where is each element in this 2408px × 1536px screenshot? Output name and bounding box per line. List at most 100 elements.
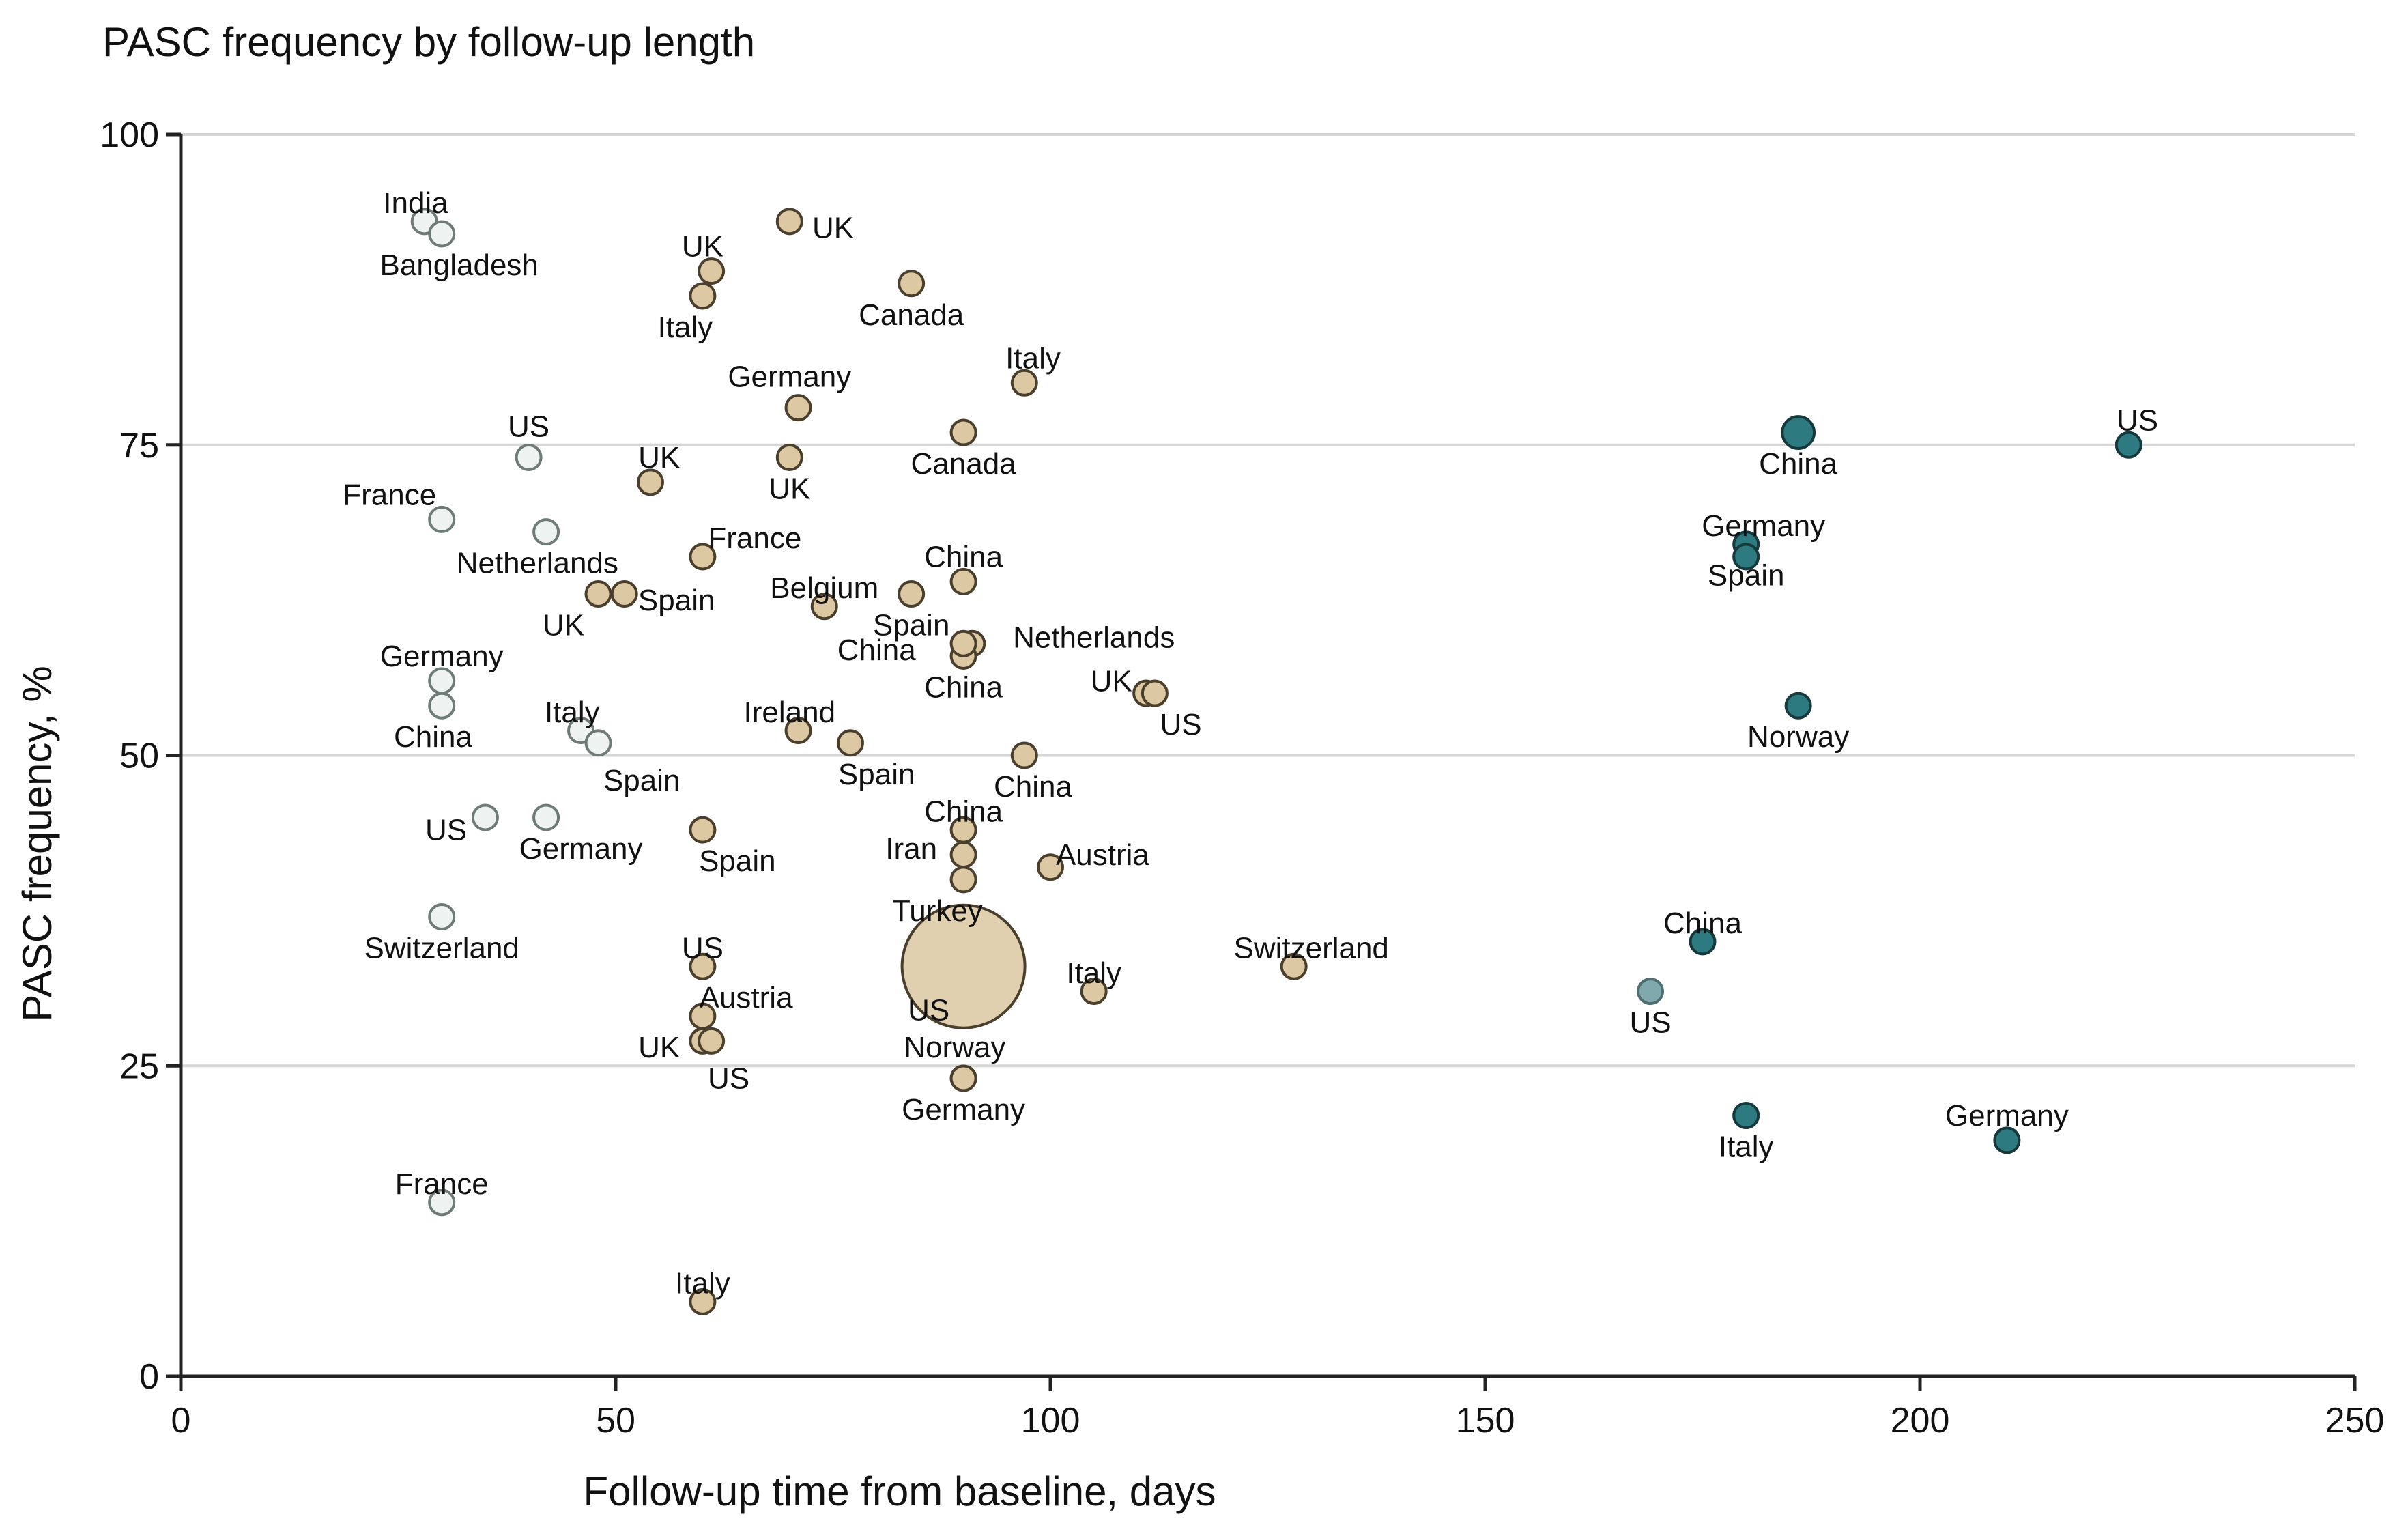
- point-label: UK: [682, 230, 723, 264]
- point-labels: India Bangladesh US France Netherlands German…: [343, 186, 2158, 1300]
- data-point: [689, 1288, 717, 1315]
- point-label: Spain: [638, 584, 715, 617]
- data-point: [1993, 1126, 2021, 1154]
- data-point: [428, 902, 456, 930]
- x-tick-label: 0: [171, 1401, 191, 1440]
- data-point: [636, 468, 664, 496]
- point-label: Spain: [699, 844, 776, 878]
- data-point: [784, 717, 812, 745]
- point-label: US: [908, 993, 949, 1027]
- data-point: [1037, 853, 1064, 881]
- data-point: [949, 866, 977, 894]
- point-label: Italy: [545, 696, 600, 729]
- data-point: [898, 580, 926, 608]
- data-point: [949, 1064, 977, 1092]
- data-point: [1781, 415, 1816, 450]
- point-label: UK: [543, 609, 584, 642]
- y-axis-title: PASC frequency, %: [14, 666, 60, 1021]
- point-label: Spain: [873, 609, 950, 642]
- data-point: [689, 952, 717, 980]
- data-point: [784, 394, 812, 422]
- data-point: [584, 729, 612, 757]
- point-label: Germany: [519, 832, 643, 866]
- data-point: [1732, 543, 1760, 571]
- point-label: Belgium: [770, 571, 878, 605]
- point-label: China: [994, 770, 1072, 803]
- point-label: Iran: [885, 832, 937, 866]
- axes: 0 25 50 75 100 0 50 100 150 200 250: [100, 115, 2384, 1440]
- point-label: Netherlands: [457, 547, 618, 580]
- point-label: China: [924, 795, 1003, 828]
- point-label: UK: [638, 441, 680, 474]
- point-label: Italy: [658, 311, 713, 344]
- point-label: Germany: [902, 1093, 1025, 1126]
- point-label: Italy: [675, 1267, 730, 1300]
- data-point: [1280, 952, 1308, 980]
- x-axis-title: Follow-up time from baseline, days: [583, 1468, 1216, 1514]
- point-label: Norway: [1747, 720, 1849, 754]
- data-point: [515, 443, 543, 471]
- data-point: [2115, 431, 2142, 459]
- data-point: [532, 518, 560, 546]
- data-point: [1010, 741, 1038, 769]
- point-label: US: [2117, 403, 2158, 437]
- data-point: [949, 567, 977, 595]
- data-point: [1141, 679, 1169, 707]
- point-label: Austria: [700, 981, 793, 1014]
- point-label: France: [708, 522, 801, 555]
- data-point: [1732, 1102, 1760, 1130]
- y-tick-label: 75: [119, 426, 159, 466]
- data-point: [698, 257, 726, 285]
- point-label: US: [1160, 708, 1202, 741]
- data-point: [689, 282, 717, 310]
- point-label: Italy: [1719, 1130, 1774, 1163]
- data-point: [428, 220, 456, 248]
- data-point: [428, 505, 456, 533]
- point-label: Canada: [859, 298, 964, 332]
- point-label: Turkey: [892, 894, 983, 928]
- data-point: [949, 418, 977, 446]
- y-tick-label: 100: [100, 115, 159, 155]
- data-points: [410, 208, 2142, 1315]
- x-tick-label: 150: [1456, 1401, 1515, 1440]
- data-point: [836, 729, 864, 757]
- x-tick-label: 50: [596, 1401, 635, 1440]
- chart-title: PASC frequency by follow-up length: [102, 19, 755, 65]
- point-label: France: [395, 1167, 489, 1201]
- x-tick-label: 200: [1891, 1401, 1950, 1440]
- point-label: Germany: [1702, 509, 1825, 543]
- x-tick-label: 100: [1021, 1401, 1080, 1440]
- data-point: [810, 593, 838, 621]
- point-label: UK: [769, 472, 810, 505]
- point-label: US: [708, 1062, 749, 1095]
- data-point: [898, 270, 926, 298]
- data-point: [698, 1027, 726, 1055]
- data-point: [1010, 369, 1038, 397]
- data-point: [584, 580, 612, 608]
- data-point: [532, 803, 560, 831]
- point-label: Bangladesh: [379, 248, 538, 282]
- point-label: Spain: [1708, 559, 1785, 593]
- data-point: [1689, 928, 1717, 956]
- point-label: Italy: [1005, 341, 1061, 375]
- point-label: US: [508, 410, 549, 443]
- data-point: [689, 816, 717, 844]
- point-label: US: [1629, 1006, 1671, 1040]
- point-label: Austria: [1056, 838, 1149, 872]
- point-label: US: [425, 814, 467, 847]
- point-label: UK: [812, 211, 854, 244]
- x-tick-label: 250: [2325, 1401, 2385, 1440]
- point-label: US: [682, 931, 723, 965]
- data-point: [949, 841, 977, 869]
- data-point: [689, 543, 717, 571]
- point-label: Netherlands: [1013, 621, 1175, 655]
- data-point: [610, 580, 638, 608]
- data-point: [775, 208, 803, 236]
- point-label: Ireland: [744, 696, 836, 729]
- point-label: China: [394, 720, 472, 754]
- gridlines: [181, 133, 2355, 1068]
- point-label: India: [383, 186, 448, 220]
- data-point: [949, 629, 977, 657]
- data-point: [900, 903, 1027, 1029]
